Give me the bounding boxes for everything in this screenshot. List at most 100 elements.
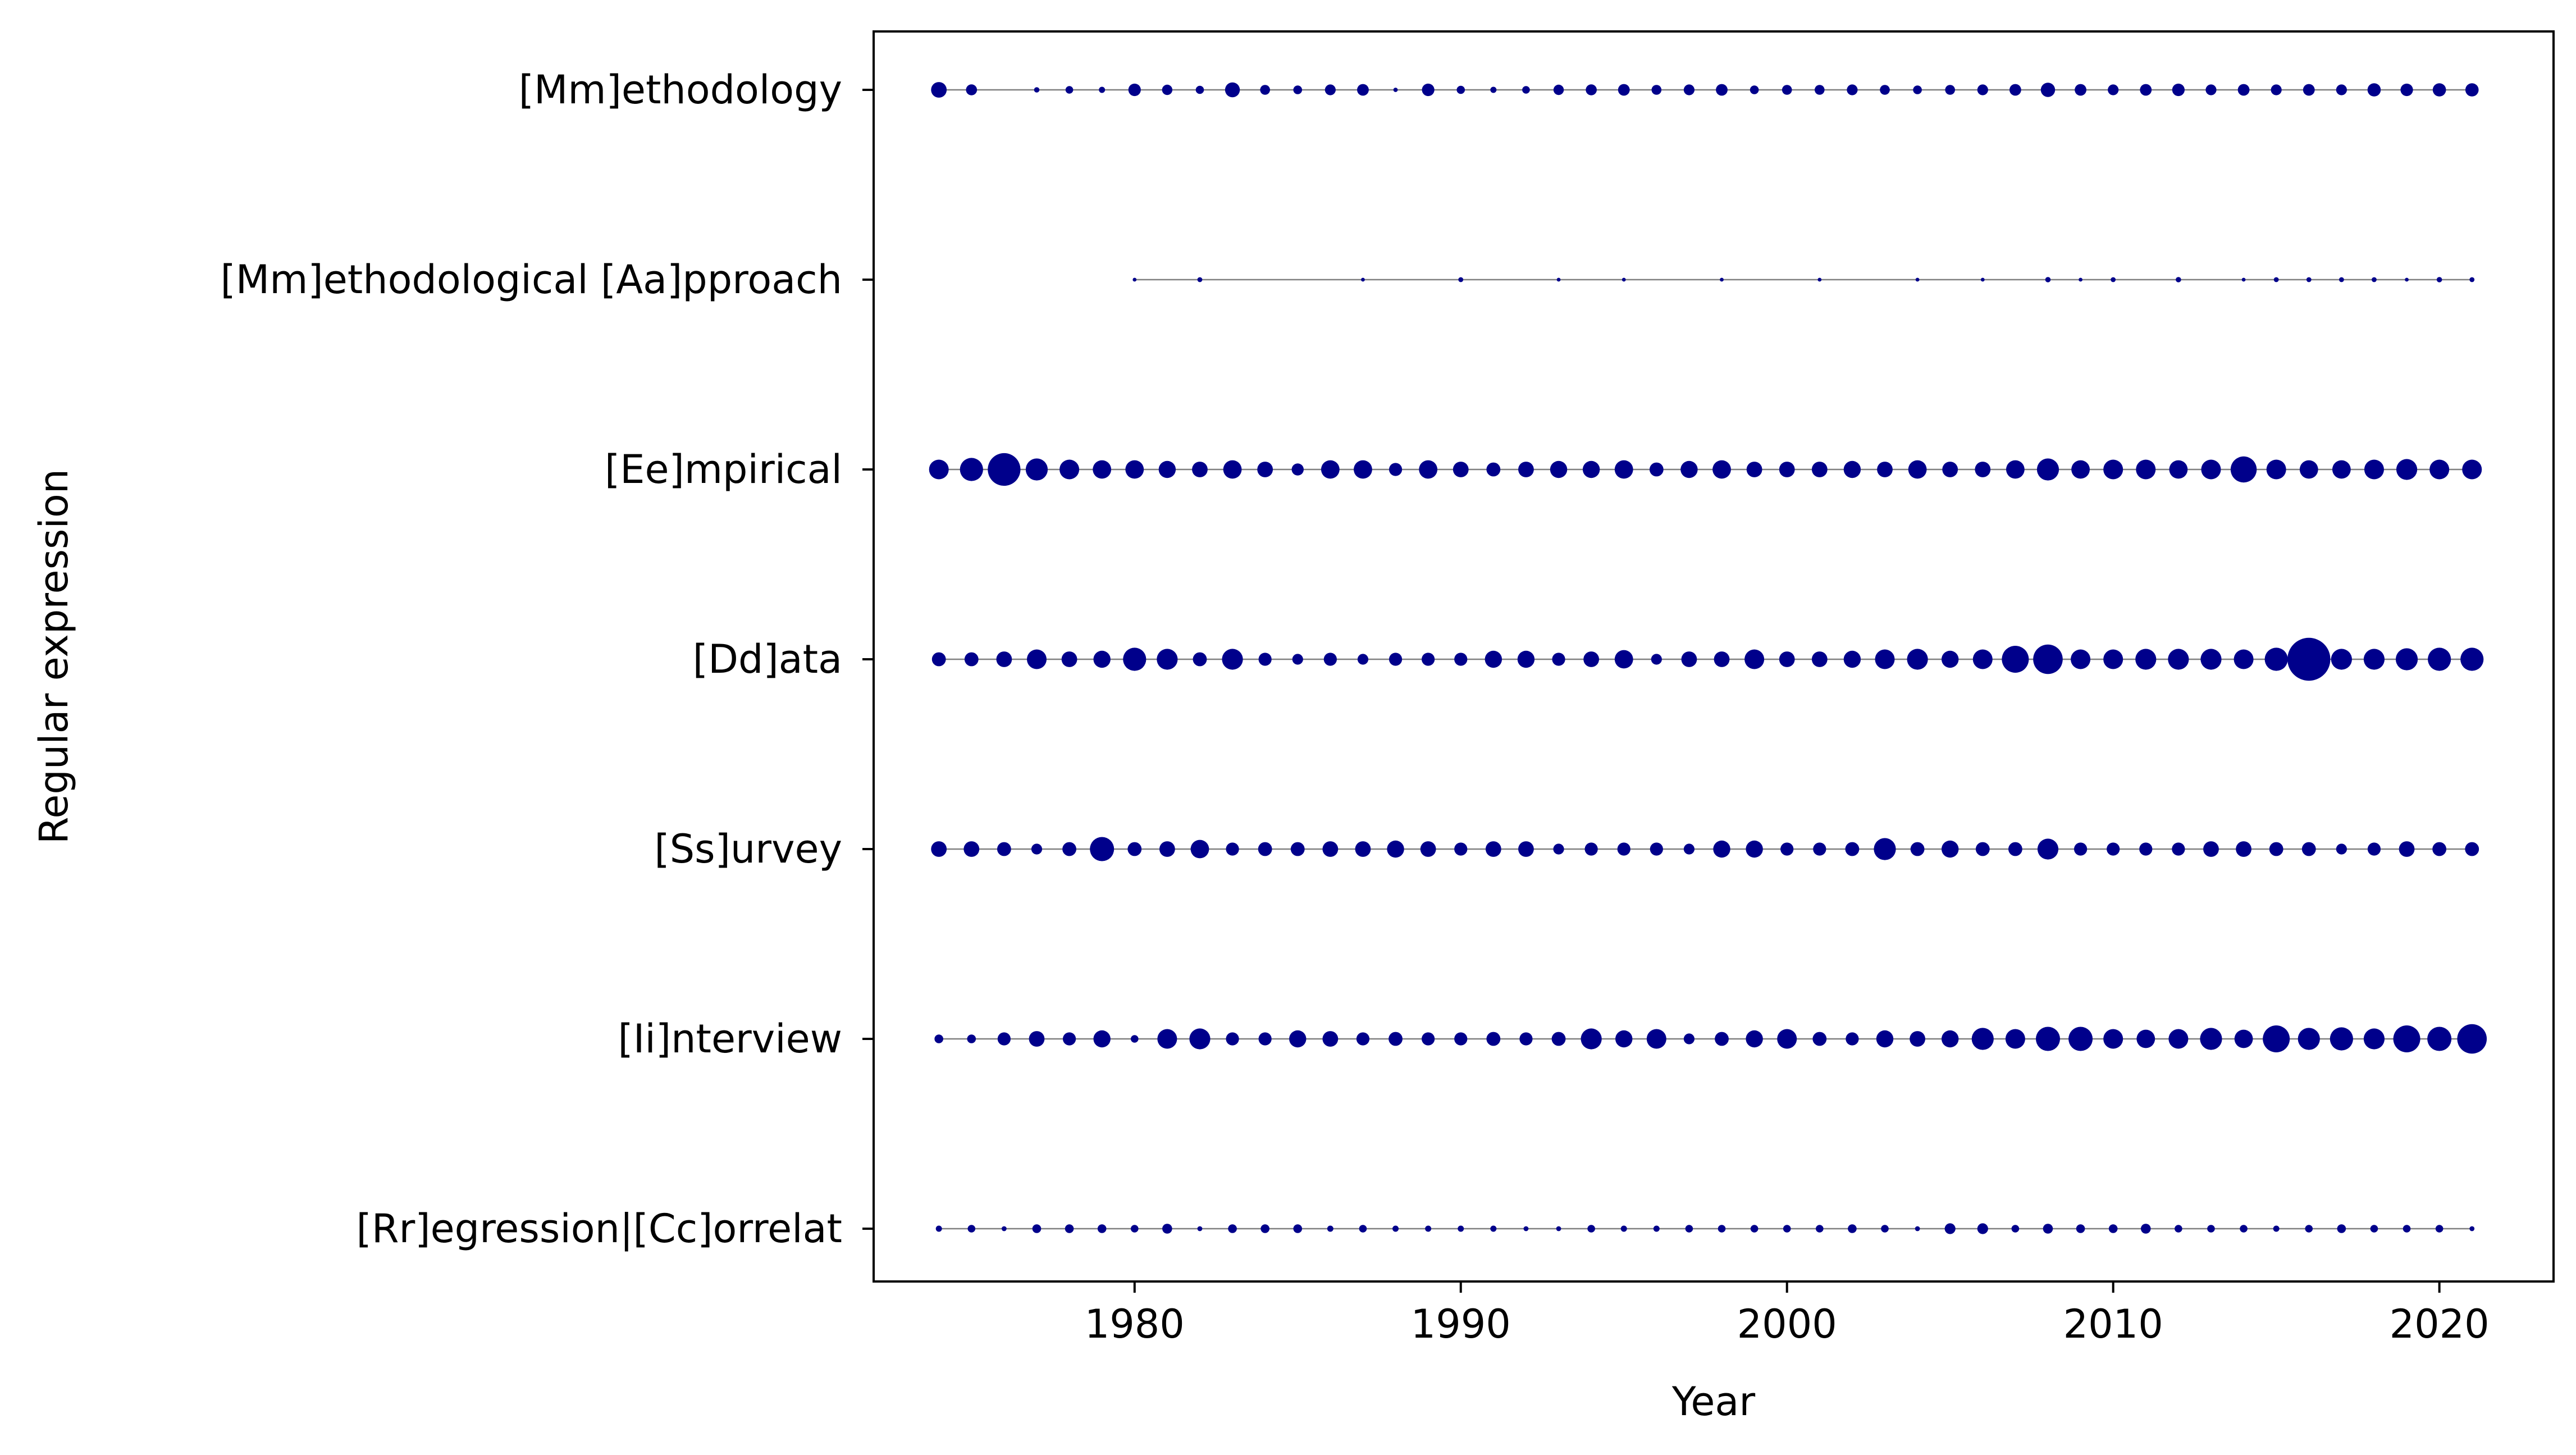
data-point: [1357, 84, 1369, 96]
data-point: [1779, 462, 1795, 477]
data-point: [1327, 1225, 1333, 1232]
data-point: [2200, 649, 2222, 670]
data-point: [2273, 1225, 2280, 1232]
data-point: [1093, 1030, 1111, 1048]
data-point: [1847, 84, 1858, 95]
data-point: [1157, 649, 1178, 670]
data-point: [1713, 840, 1730, 858]
data-point: [1490, 1225, 1497, 1232]
data-point: [1389, 1032, 1403, 1046]
data-point: [2201, 459, 2221, 480]
data-point: [1132, 277, 1137, 282]
data-point: [1258, 842, 1272, 856]
data-point: [1389, 653, 1403, 666]
y-tick-label: [Ee]mpirical: [605, 446, 842, 492]
data-point: [2469, 277, 2475, 282]
data-point: [1419, 460, 1438, 479]
data-point: [2298, 1028, 2320, 1050]
data-point: [1197, 277, 1203, 282]
data-point: [988, 453, 1021, 486]
data-point: [1777, 1029, 1797, 1049]
data-point: [2136, 1029, 2155, 1048]
data-point: [2330, 1027, 2353, 1051]
data-point: [2396, 459, 2418, 480]
data-point: [1750, 1225, 1759, 1233]
y-tick-label: [Mm]ethodology: [519, 67, 842, 113]
data-point: [2367, 83, 2381, 97]
data-point: [1157, 1029, 1177, 1049]
data-point: [2036, 458, 2059, 481]
data-point: [1975, 462, 1991, 477]
data-point: [1321, 460, 1340, 479]
data-point: [2273, 277, 2279, 282]
data-point: [1361, 277, 1365, 282]
data-point: [1061, 651, 1077, 667]
data-point: [931, 82, 947, 98]
data-point: [1158, 460, 1176, 478]
x-tick-label: 1980: [1085, 1301, 1185, 1347]
data-point: [1550, 460, 1568, 478]
data-point: [1162, 84, 1173, 95]
data-point: [1551, 1032, 1566, 1046]
data-point: [1744, 649, 1765, 669]
y-tick-label: [Dd]ata: [693, 636, 842, 682]
data-point: [2002, 646, 2029, 673]
data-point: [1874, 838, 1896, 860]
data-point: [2237, 84, 2250, 96]
data-point: [2429, 459, 2450, 480]
data-point: [1942, 462, 1958, 477]
data-point: [2393, 1025, 2420, 1052]
data-point: [966, 84, 978, 95]
data-point: [2135, 649, 2157, 670]
data-point: [2230, 456, 2257, 483]
y-axis: [Mm]ethodology [Mm]ethodological [Aa]ppro…: [221, 67, 874, 1252]
data-point: [1812, 1032, 1827, 1046]
data-point: [2168, 1029, 2189, 1049]
x-tick-label: 2010: [2063, 1301, 2163, 1347]
data-point: [1393, 88, 1398, 92]
data-point: [1620, 1225, 1627, 1232]
data-point: [1971, 1028, 1994, 1050]
data-point: [1292, 654, 1303, 665]
data-point: [1289, 1030, 1307, 1048]
data-point: [1881, 1225, 1889, 1233]
data-point: [2068, 1027, 2093, 1051]
data-point: [1783, 1225, 1791, 1233]
data-point: [2140, 1224, 2151, 1234]
data-point: [1422, 83, 1435, 97]
data-point: [1130, 1225, 1139, 1233]
x-axis: 1980 1990 2000 2010 2020: [1085, 1281, 2490, 1347]
data-point: [1977, 1223, 1988, 1234]
data-point: [1649, 462, 1664, 477]
y-tick-label: [Mm]ethodological [Aa]pproach: [221, 257, 843, 303]
data-point: [1454, 653, 1468, 666]
data-point: [1712, 460, 1731, 479]
data-point: [1001, 1226, 1007, 1231]
data-point: [2403, 1225, 2411, 1233]
data-point: [1125, 460, 1144, 479]
data-point: [934, 1034, 943, 1043]
data-point: [1193, 652, 1207, 667]
data-point: [2139, 842, 2153, 856]
data-point: [2241, 277, 2246, 282]
data-point: [2405, 277, 2409, 282]
data-point: [1486, 462, 1501, 477]
data-point: [1490, 86, 1497, 93]
x-tick-label: 2000: [1737, 1301, 1837, 1347]
data-point: [1553, 84, 1564, 95]
data-point: [2071, 649, 2091, 669]
data-point: [2337, 1224, 2346, 1233]
data-point: [1582, 460, 1600, 478]
data-point: [1614, 650, 1633, 669]
data-point: [2136, 459, 2156, 480]
data-point: [1422, 653, 1435, 666]
data-point: [1518, 841, 1534, 857]
data-point: [2172, 842, 2185, 856]
data-point: [1942, 1030, 1959, 1048]
data-point: [1980, 277, 1985, 282]
data-point: [1685, 1225, 1693, 1233]
data-point: [1746, 840, 1763, 858]
data-point: [1880, 85, 1890, 95]
data-point: [1190, 840, 1209, 859]
data-point: [1290, 842, 1305, 856]
